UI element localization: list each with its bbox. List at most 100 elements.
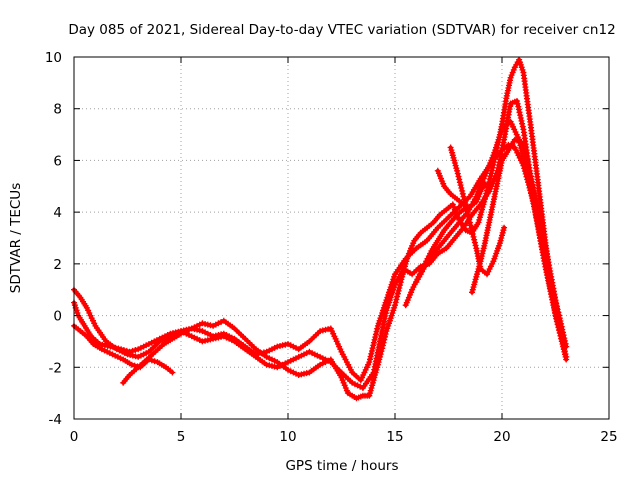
- data-point: [145, 341, 152, 347]
- x-tick-label: 10: [279, 429, 296, 445]
- data-point: [196, 337, 203, 344]
- data-point: [366, 359, 373, 366]
- data-point: [169, 369, 176, 376]
- data-point: [393, 296, 400, 303]
- data-point: [552, 310, 559, 317]
- plot-frame: [73, 56, 610, 420]
- series-track-9: [413, 118, 565, 345]
- data-point: [117, 355, 124, 362]
- data-point: [392, 299, 399, 306]
- data-point: [380, 339, 387, 346]
- data-point: [317, 328, 324, 335]
- data-point: [397, 282, 403, 289]
- data-point: [458, 185, 465, 191]
- data-point: [454, 167, 461, 174]
- y-tick-label: 4: [53, 205, 62, 221]
- data-point: [113, 346, 120, 353]
- data-point: [287, 357, 294, 364]
- y-tick-label: -2: [49, 360, 62, 376]
- data-point: [309, 350, 316, 357]
- data-point: [563, 356, 570, 363]
- data-point: [519, 150, 526, 157]
- x-tick-label: 25: [600, 429, 617, 445]
- chart-title: Day 085 of 2021, Sidereal Day-to-day VTE…: [68, 22, 615, 38]
- data-point: [459, 187, 466, 194]
- data-point: [266, 362, 273, 369]
- data-point: [202, 337, 209, 344]
- data-point: [394, 293, 401, 300]
- data-point: [306, 348, 313, 355]
- data-point: [378, 348, 385, 355]
- data-point: [396, 285, 403, 291]
- data-point: [106, 350, 113, 357]
- data-point: [469, 228, 475, 235]
- data-point: [112, 352, 119, 359]
- data-point: [191, 324, 198, 331]
- data-point: [121, 350, 128, 357]
- data-point: [178, 330, 184, 337]
- data-point: [368, 350, 375, 357]
- data-point: [462, 202, 469, 209]
- data-point: [397, 279, 404, 286]
- data-point: [459, 190, 466, 197]
- data-point: [517, 142, 524, 149]
- data-point: [223, 334, 230, 341]
- data-point: [557, 332, 564, 339]
- data-point: [379, 345, 386, 352]
- data-point: [271, 357, 278, 364]
- data-point: [271, 363, 278, 370]
- data-point: [524, 170, 530, 177]
- data-point: [372, 334, 379, 341]
- data-point: [143, 342, 150, 349]
- y-tick-label: 10: [45, 50, 62, 66]
- data-point: [274, 364, 281, 371]
- data-point: [456, 176, 463, 183]
- data-point: [207, 336, 214, 343]
- data-point: [319, 360, 326, 367]
- data-point: [148, 357, 155, 364]
- tick-labels: 0 5 10 15 20 25 -4 -2 0 2 4 6 8 10: [45, 50, 618, 445]
- data-point: [483, 190, 490, 197]
- x-tick-label: 15: [386, 429, 403, 445]
- data-point: [151, 358, 158, 365]
- data-point: [295, 353, 302, 360]
- data-point: [555, 324, 562, 331]
- series-line-track-4: [121, 57, 569, 401]
- data-point: [461, 199, 468, 206]
- data-point: [468, 225, 475, 232]
- data-point: [293, 370, 299, 377]
- data-point: [377, 351, 384, 358]
- data-point: [556, 330, 563, 337]
- data-point: [131, 362, 138, 369]
- data-point: [137, 344, 144, 351]
- data-point: [372, 331, 379, 338]
- data-point: [188, 325, 195, 332]
- data-point: [317, 353, 324, 360]
- data-point: [317, 361, 324, 368]
- data-point: [215, 320, 222, 327]
- data-point: [519, 120, 526, 127]
- data-point: [471, 239, 478, 246]
- y-tick-label: 2: [53, 257, 62, 273]
- axis-ticks: [73, 56, 610, 420]
- data-point: [456, 179, 463, 186]
- data-point: [220, 333, 227, 340]
- data-point: [457, 182, 464, 189]
- data-point: [522, 164, 529, 171]
- data-point: [374, 325, 381, 332]
- data-point: [381, 336, 388, 343]
- x-tick-label: 20: [493, 429, 510, 445]
- data-point: [183, 328, 190, 335]
- data-point: [522, 161, 528, 168]
- data-point: [467, 222, 474, 229]
- data-point: [325, 357, 332, 364]
- data-point: [469, 231, 476, 237]
- data-point: [392, 302, 398, 309]
- data-point: [482, 193, 489, 200]
- data-point: [285, 366, 291, 373]
- data-point: [199, 328, 206, 335]
- data-point: [210, 322, 217, 329]
- data-point: [156, 338, 163, 345]
- data-point: [199, 320, 206, 327]
